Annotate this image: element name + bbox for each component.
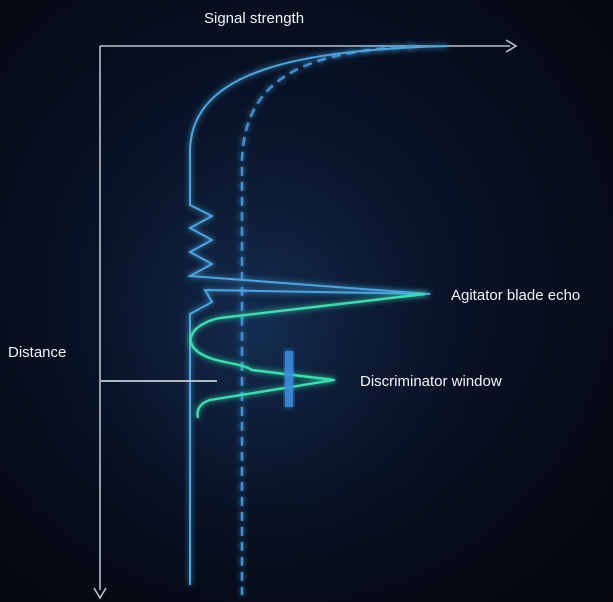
x-axis-label: Signal strength: [204, 10, 305, 27]
background-halo: [30, 70, 490, 590]
y-axis-label: Distance: [8, 344, 67, 361]
raw-echo-curve: [186, 45, 449, 585]
discriminator-window-callout: Discriminator window: [360, 373, 502, 390]
discriminator-window-marker: [285, 351, 293, 407]
reference-dashed-curve: [240, 44, 416, 595]
processed-echo-curve: [189, 292, 426, 419]
y-axis-arrowhead: [93, 587, 107, 600]
agitator-echo-callout: Agitator blade echo: [451, 287, 581, 304]
x-axis-arrowhead: [505, 39, 518, 53]
